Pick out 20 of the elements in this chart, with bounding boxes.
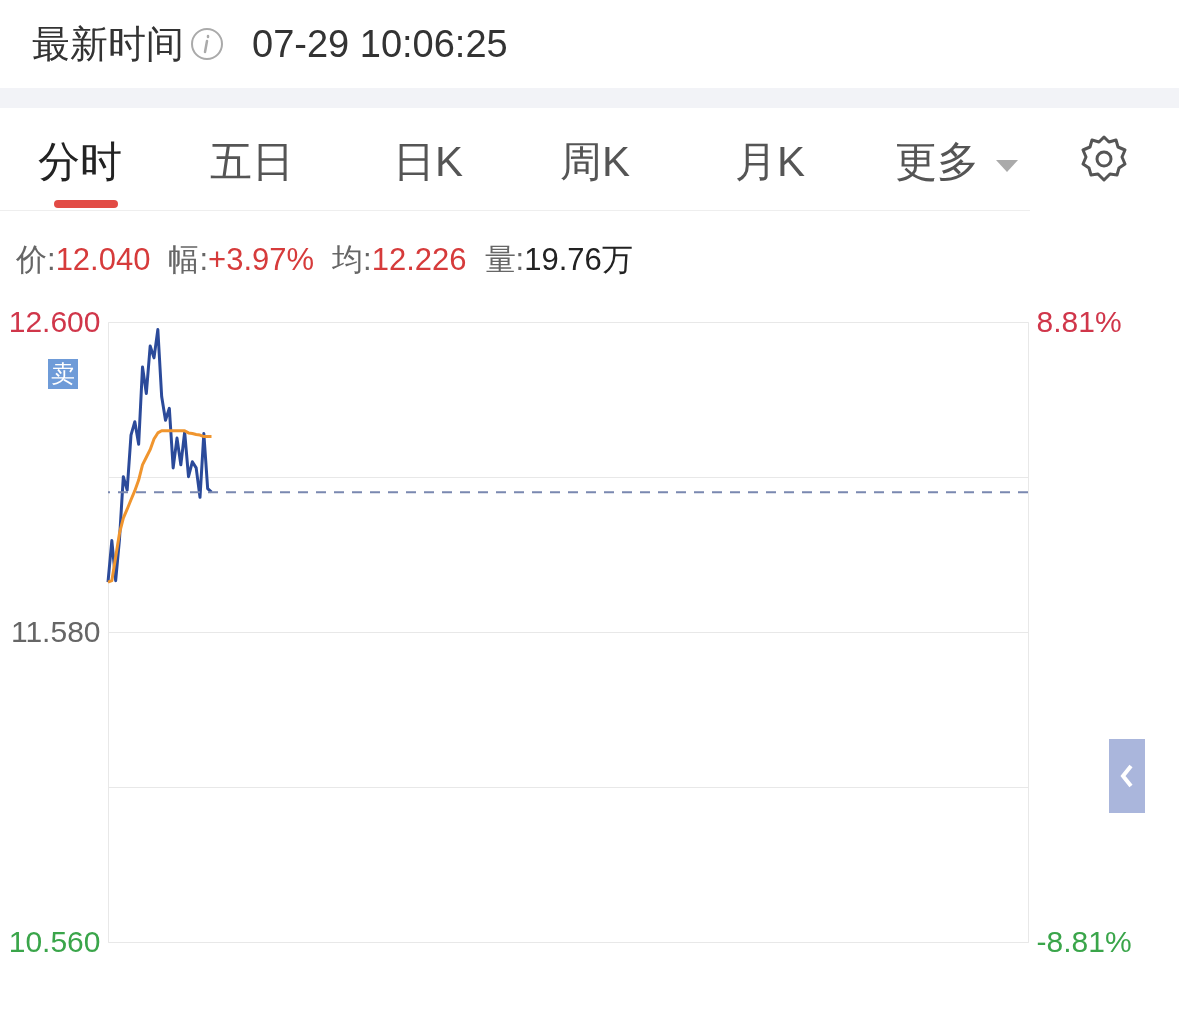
y-tick-label: 10.560 <box>8 924 101 958</box>
line-series <box>106 429 213 584</box>
text: 周K <box>560 137 631 187</box>
text: 日K <box>393 137 464 187</box>
text: 分时 <box>38 137 122 187</box>
chart-subtitle: 07-29 10:06:25 <box>252 22 508 66</box>
text: 卖 <box>48 359 78 389</box>
text: 月K <box>735 137 806 187</box>
text: 价:12.040 <box>16 242 151 277</box>
y2-tick-label: -8.81% <box>1036 924 1132 958</box>
text: 更多 <box>895 137 979 187</box>
y-tick-label: 11.580 <box>10 614 101 648</box>
text: 幅:+3.97% <box>168 242 315 277</box>
y2-tick-label: 8.81% <box>1036 304 1122 338</box>
line-series <box>106 328 213 584</box>
y-tick-label: 12.600 <box>8 304 101 338</box>
text: 五日 <box>210 137 294 187</box>
text: 量:19.76万 <box>484 242 633 277</box>
text: 均:12.226 <box>332 242 467 277</box>
chart-title: 最新时间 <box>32 21 184 67</box>
